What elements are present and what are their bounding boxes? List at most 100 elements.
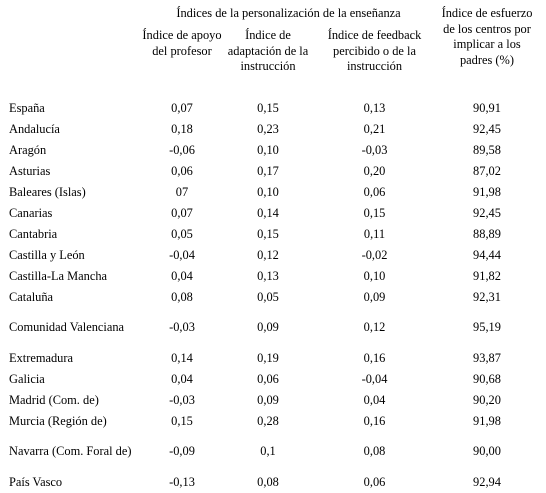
table-row: Aragón -0,06 0,10 -0,03 89,58 xyxy=(8,140,536,161)
apoyo-cell: 0,04 xyxy=(171,371,193,386)
esfuerzo-cell: 89,58 xyxy=(473,142,501,157)
table-row: Madrid (Com. de) -0,03 0,09 0,04 90,20 xyxy=(8,390,536,411)
region-cell: Andalucía xyxy=(9,121,60,136)
table-row: Cataluña 0,08 0,05 0,09 92,31 xyxy=(8,287,536,308)
apoyo-cell: 0,05 xyxy=(171,226,193,241)
region-cell: Cataluña xyxy=(9,289,54,304)
adaptacion-cell: 0,1 xyxy=(260,444,276,459)
column-header-adaptacion: Índice de adaptación de la instrucción xyxy=(227,28,309,74)
feedback-cell: -0,02 xyxy=(361,247,388,262)
region-cell: España xyxy=(9,100,45,115)
feedback-cell: -0,04 xyxy=(361,371,388,386)
esfuerzo-cell: 90,91 xyxy=(473,100,501,115)
apoyo-cell: 0,08 xyxy=(171,289,193,304)
feedback-cell: 0,16 xyxy=(363,413,386,428)
adaptacion-cell: 0,19 xyxy=(257,350,279,365)
table-body: España 0,07 0,15 0,13 90,91 Andalucía 0,18 0,23… xyxy=(8,98,536,493)
header-region-blank xyxy=(8,28,139,98)
table-row: Asturias 0,06 0,17 0,20 87,02 xyxy=(8,161,536,182)
group-header: Índices de la personalización de la ense… xyxy=(176,6,401,20)
feedback-cell: 0,09 xyxy=(363,289,386,304)
esfuerzo-cell: 88,89 xyxy=(473,226,501,241)
feedback-cell: 0,04 xyxy=(363,392,386,407)
feedback-cell: 0,08 xyxy=(363,444,386,459)
esfuerzo-cell: 90,68 xyxy=(473,371,501,386)
personalization-table: Índices de la personalización de la ense… xyxy=(8,6,536,493)
table-row: Canarias 0,07 0,14 0,15 92,45 xyxy=(8,203,536,224)
table-row: País Vasco -0,13 0,08 0,06 92,94 xyxy=(8,472,536,493)
adaptacion-cell: 0,13 xyxy=(257,268,279,283)
table-row: Navarra (Com. Foral de) -0,09 0,1 0,08 90,00 xyxy=(8,432,536,472)
feedback-cell: 0,21 xyxy=(363,121,386,136)
table-row: Baleares (Islas) 07 0,10 0,06 91,98 xyxy=(8,182,536,203)
apoyo-cell: -0,03 xyxy=(169,320,195,335)
region-cell: Aragón xyxy=(9,142,47,157)
esfuerzo-cell: 92,31 xyxy=(473,289,501,304)
region-cell: Madrid (Com. de) xyxy=(9,392,99,407)
adaptacion-cell: 0,12 xyxy=(257,247,279,262)
esfuerzo-cell: 94,44 xyxy=(473,247,501,262)
feedback-cell: 0,15 xyxy=(363,205,386,220)
table-row: Castilla-La Mancha 0,04 0,13 0,10 91,82 xyxy=(8,266,536,287)
adaptacion-cell: 0,23 xyxy=(257,121,279,136)
column-header-apoyo: Índice de apoyo del profesor xyxy=(142,28,222,58)
feedback-cell: 0,20 xyxy=(363,163,386,178)
header-corner xyxy=(8,6,139,28)
feedback-cell: 0,12 xyxy=(363,320,386,335)
apoyo-cell: 0,07 xyxy=(171,205,193,220)
apoyo-cell: -0,04 xyxy=(169,247,195,262)
table-row: Andalucía 0,18 0,23 0,21 92,45 xyxy=(8,119,536,140)
column-header-esfuerzo: Índice de esfuerzo de los centros por im… xyxy=(441,6,533,67)
adaptacion-cell: 0,10 xyxy=(257,142,279,157)
apoyo-cell: 07 xyxy=(175,184,189,199)
region-cell: Canarias xyxy=(9,205,53,220)
table-row: Murcia (Región de) 0,15 0,28 0,16 91,98 xyxy=(8,411,536,432)
region-cell: Galicia xyxy=(9,371,45,386)
apoyo-cell: 0,06 xyxy=(171,163,193,178)
region-cell: Comunidad Valenciana xyxy=(9,320,125,335)
region-cell: Cantabria xyxy=(9,226,58,241)
esfuerzo-cell: 92,45 xyxy=(473,121,501,136)
table-header: Índices de la personalización de la ense… xyxy=(8,6,536,98)
apoyo-cell: -0,06 xyxy=(169,142,195,157)
esfuerzo-cell: 95,19 xyxy=(473,320,501,335)
column-header-feedback: Índice de feedback percibido o de la ins… xyxy=(327,28,422,74)
feedback-cell: 0,13 xyxy=(363,100,386,115)
esfuerzo-cell: 92,94 xyxy=(473,474,501,489)
adaptacion-cell: 0,09 xyxy=(257,320,279,335)
region-cell: País Vasco xyxy=(9,474,63,489)
feedback-cell: 0,06 xyxy=(363,184,386,199)
adaptacion-cell: 0,09 xyxy=(257,392,279,407)
adaptacion-cell: 0,15 xyxy=(257,100,279,115)
esfuerzo-cell: 91,82 xyxy=(473,268,501,283)
esfuerzo-cell: 92,45 xyxy=(473,205,501,220)
apoyo-cell: 0,04 xyxy=(171,268,193,283)
apoyo-cell: -0,09 xyxy=(169,444,195,459)
region-cell: Murcia (Región de) xyxy=(9,413,107,428)
feedback-cell: 0,16 xyxy=(363,350,386,365)
feedback-cell: 0,10 xyxy=(363,268,386,283)
table-row: Extremadura 0,14 0,19 0,16 93,87 xyxy=(8,348,536,369)
esfuerzo-cell: 91,98 xyxy=(473,413,501,428)
apoyo-cell: -0,13 xyxy=(169,474,195,489)
feedback-cell: 0,06 xyxy=(363,474,386,489)
adaptacion-cell: 0,14 xyxy=(257,205,279,220)
apoyo-cell: 0,14 xyxy=(171,350,193,365)
table-row: Comunidad Valenciana -0,03 0,09 0,12 95,19 xyxy=(8,308,536,348)
region-cell: Castilla y León xyxy=(9,247,85,262)
adaptacion-cell: 0,17 xyxy=(257,163,279,178)
table-row: Cantabria 0,05 0,15 0,11 88,89 xyxy=(8,224,536,245)
esfuerzo-cell: 90,20 xyxy=(473,392,501,407)
adaptacion-cell: 0,06 xyxy=(257,371,279,386)
apoyo-cell: -0,03 xyxy=(169,392,195,407)
apoyo-cell: 0,07 xyxy=(171,100,193,115)
region-cell: Castilla-La Mancha xyxy=(9,268,108,283)
adaptacion-cell: 0,15 xyxy=(257,226,279,241)
table-row: España 0,07 0,15 0,13 90,91 xyxy=(8,98,536,119)
region-cell: Baleares (Islas) xyxy=(9,184,86,199)
table-row: Galicia 0,04 0,06 -0,04 90,68 xyxy=(8,369,536,390)
esfuerzo-cell: 90,00 xyxy=(473,444,501,459)
adaptacion-cell: 0,10 xyxy=(257,184,279,199)
table-row: Castilla y León -0,04 0,12 -0,02 94,44 xyxy=(8,245,536,266)
adaptacion-cell: 0,05 xyxy=(257,289,279,304)
